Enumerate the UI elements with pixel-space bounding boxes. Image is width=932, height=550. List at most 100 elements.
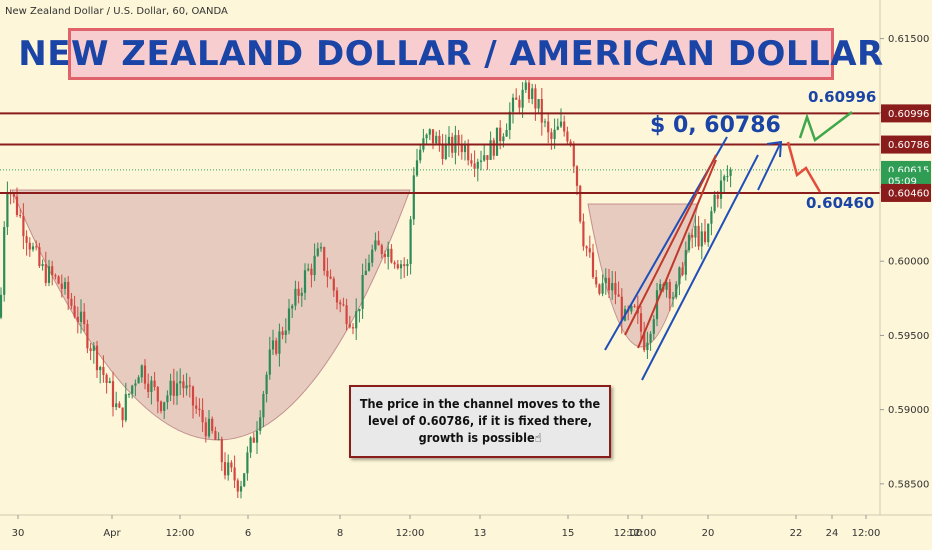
candle-body: [598, 284, 601, 294]
trend-red-line-1: [624, 154, 717, 336]
candle-body: [339, 302, 342, 305]
candle-body: [684, 250, 687, 275]
projection-arrow-line: [757, 141, 782, 191]
candle-body: [345, 305, 348, 325]
candle-body: [671, 297, 675, 299]
bearish-path: [786, 141, 822, 193]
candle-body: [412, 175, 415, 220]
candle-body: [694, 225, 697, 238]
candle-body: [511, 97, 515, 112]
candle-body: [492, 140, 495, 156]
trend-drawings: [604, 111, 853, 381]
candle-body: [630, 305, 633, 312]
candle-body: [383, 253, 387, 257]
candle-body: [463, 145, 467, 153]
candle-body: [79, 311, 83, 322]
candle-body: [44, 264, 47, 283]
candle-body: [527, 82, 531, 99]
candle-body: [156, 387, 159, 402]
candle-body: [118, 403, 121, 408]
candle-body: [326, 270, 329, 277]
candle-body: [457, 135, 460, 146]
candle-body: [172, 380, 175, 396]
candle-body: [678, 267, 681, 285]
candle-body: [51, 266, 54, 276]
candle-body: [204, 422, 207, 437]
candle-body: [502, 136, 505, 142]
candle-body: [569, 141, 572, 145]
candle-body: [374, 240, 377, 250]
annotation-note: The price in the channel moves to the le…: [349, 385, 611, 458]
candle-body: [377, 240, 380, 246]
time-tick-label: 30: [12, 528, 25, 539]
candle-body: [726, 175, 729, 177]
candle-body: [499, 127, 502, 142]
candle-body: [419, 149, 422, 161]
candle-body: [166, 395, 169, 403]
candle-body: [217, 439, 220, 441]
candle-body: [137, 377, 140, 384]
time-tick-label: 24: [826, 528, 839, 539]
candle-body: [675, 284, 678, 298]
candle-body: [444, 144, 447, 160]
candle-body: [518, 99, 521, 108]
candle-body: [313, 255, 316, 276]
candle-body: [25, 236, 28, 243]
candle-body: [316, 248, 319, 256]
candle-body: [441, 144, 444, 160]
candle-body: [284, 330, 287, 335]
candle-body: [531, 88, 534, 99]
candle-body: [550, 132, 553, 139]
candle-body: [227, 462, 230, 476]
candle-body: [185, 385, 188, 389]
candle-body: [543, 121, 547, 123]
candle-body: [236, 480, 239, 492]
candle-body: [35, 246, 38, 248]
price-tag: [881, 104, 931, 123]
candle-body: [687, 234, 691, 251]
candle-body: [403, 264, 406, 267]
candle-body: [508, 111, 511, 131]
candle-body: [28, 242, 31, 250]
candle-body: [271, 340, 275, 350]
candle-body: [275, 340, 278, 354]
candle-body: [335, 290, 339, 303]
price-tag-label: 0.60996: [888, 109, 929, 120]
candle-series: [0, 70, 732, 499]
candle-body: [201, 409, 204, 423]
symbol-legend[interactable]: New Zealand Dollar / U.S. Dollar, 60, OA…: [5, 6, 228, 17]
candle-body: [713, 194, 716, 212]
candle-body: [633, 305, 636, 307]
candle-body: [3, 227, 6, 295]
time-tick-label: 12:00: [628, 528, 657, 539]
channel-lower-line: [641, 154, 759, 381]
candle-body: [294, 288, 297, 306]
candle-body: [83, 311, 86, 325]
candle-body: [54, 275, 57, 277]
candle-body: [246, 452, 249, 474]
upper-level-label: 0.60996: [808, 88, 877, 106]
candle-body: [169, 380, 172, 396]
candle-body: [476, 161, 479, 169]
candle-body: [249, 437, 252, 453]
candle-body: [131, 385, 134, 394]
candle-body: [591, 252, 595, 278]
candle-body: [703, 231, 707, 243]
candle-body: [124, 394, 127, 421]
candle-body: [265, 374, 268, 395]
candle-body: [121, 407, 124, 421]
candle-body: [211, 418, 214, 431]
candle-body: [614, 283, 617, 295]
candle-body: [486, 155, 489, 160]
candle-body: [323, 247, 326, 271]
candle-body: [617, 294, 620, 297]
candle-body: [0, 294, 3, 318]
candle-body: [643, 331, 646, 351]
candle-body: [198, 408, 201, 410]
candle-body: [431, 129, 435, 144]
page-title: NEW ZEALAND DOLLAR / AMERICAN DOLLAR: [18, 34, 884, 74]
drawing-shapes: [11, 189, 699, 441]
candle-body: [310, 268, 313, 276]
